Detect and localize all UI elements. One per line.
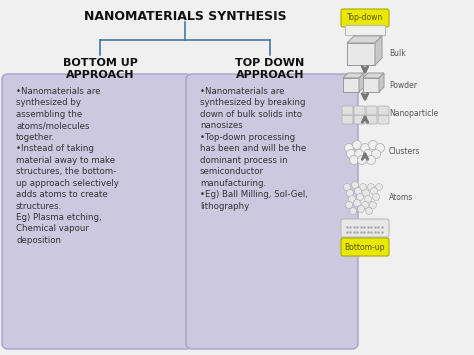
Circle shape <box>346 202 353 208</box>
Circle shape <box>373 193 380 201</box>
Circle shape <box>364 149 373 158</box>
Circle shape <box>346 149 356 158</box>
Circle shape <box>352 181 358 189</box>
Circle shape <box>353 141 362 149</box>
Bar <box>363 78 379 92</box>
FancyBboxPatch shape <box>2 74 192 349</box>
Circle shape <box>375 184 383 191</box>
Circle shape <box>367 184 374 191</box>
Circle shape <box>346 190 354 197</box>
Text: BOTTOM UP
APPROACH: BOTTOM UP APPROACH <box>63 58 137 80</box>
FancyBboxPatch shape <box>366 115 377 124</box>
FancyBboxPatch shape <box>186 74 358 349</box>
Polygon shape <box>375 36 382 65</box>
Circle shape <box>363 190 370 197</box>
FancyBboxPatch shape <box>378 106 389 115</box>
Circle shape <box>355 187 362 195</box>
Circle shape <box>348 196 356 202</box>
Circle shape <box>356 193 364 201</box>
Circle shape <box>345 143 354 153</box>
Circle shape <box>366 155 375 164</box>
Circle shape <box>372 149 381 158</box>
Text: •Nanomaterials are
synthesized by
assembling the
atoms/molecules
together.
•Inst: •Nanomaterials are synthesized by assemb… <box>16 87 119 245</box>
FancyBboxPatch shape <box>366 106 377 115</box>
Circle shape <box>357 206 365 213</box>
Polygon shape <box>347 36 382 43</box>
Text: Bottom-up: Bottom-up <box>345 242 385 251</box>
Bar <box>345 25 385 35</box>
FancyBboxPatch shape <box>342 106 353 115</box>
FancyBboxPatch shape <box>354 106 365 115</box>
Circle shape <box>349 208 356 214</box>
Text: Top-down: Top-down <box>347 12 383 22</box>
Text: NANOMATERIALS SYNTHESIS: NANOMATERIALS SYNTHESIS <box>84 10 286 23</box>
Bar <box>343 78 359 92</box>
FancyBboxPatch shape <box>342 115 353 124</box>
FancyBboxPatch shape <box>378 115 389 124</box>
Circle shape <box>365 208 373 214</box>
Polygon shape <box>363 73 384 78</box>
Polygon shape <box>359 73 364 92</box>
FancyBboxPatch shape <box>354 115 365 124</box>
Text: Clusters: Clusters <box>389 147 420 157</box>
Polygon shape <box>343 73 364 78</box>
Text: Atoms: Atoms <box>389 192 413 202</box>
FancyBboxPatch shape <box>341 238 389 256</box>
Text: Nanoparticle: Nanoparticle <box>389 109 438 119</box>
Text: •Nanomaterials are
synthesized by breaking
down of bulk solids into
nanosizes
•T: •Nanomaterials are synthesized by breaki… <box>200 87 308 211</box>
Circle shape <box>357 155 366 164</box>
Circle shape <box>359 184 366 191</box>
Circle shape <box>370 202 376 208</box>
Circle shape <box>371 187 377 195</box>
Circle shape <box>355 149 364 158</box>
Circle shape <box>349 155 358 164</box>
Text: Bulk: Bulk <box>389 49 406 59</box>
FancyBboxPatch shape <box>341 219 389 237</box>
Polygon shape <box>379 73 384 92</box>
Circle shape <box>344 184 350 191</box>
Circle shape <box>368 141 377 149</box>
Bar <box>347 43 375 65</box>
Circle shape <box>361 143 370 153</box>
Circle shape <box>365 196 372 202</box>
Text: Powder: Powder <box>389 81 417 89</box>
Circle shape <box>354 200 361 207</box>
Circle shape <box>362 202 368 208</box>
Circle shape <box>375 143 384 153</box>
FancyBboxPatch shape <box>341 9 389 27</box>
Text: TOP DOWN
APPROACH: TOP DOWN APPROACH <box>236 58 305 80</box>
